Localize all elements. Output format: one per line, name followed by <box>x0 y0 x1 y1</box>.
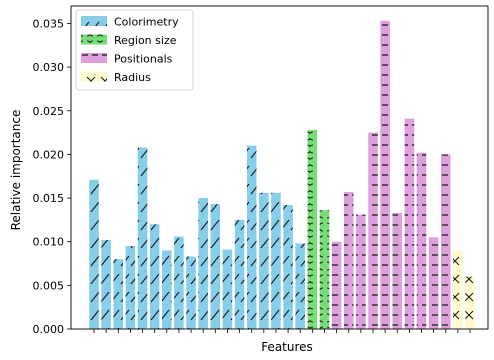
bars-layer <box>89 20 475 329</box>
legend: Colorimetry Region size Positionals Radius <box>75 9 194 91</box>
x-ticks-layer <box>93 329 471 333</box>
bar-radius-2 <box>465 276 475 329</box>
bar-positionals-9 <box>428 237 439 329</box>
bar-colorimetry-3 <box>113 259 124 329</box>
bar-positionals-6 <box>392 212 402 329</box>
y-tick-label-5: 0.025 <box>33 105 65 118</box>
bar-colorimetry-14 <box>246 145 257 329</box>
bar-colorimetry-8 <box>174 236 184 329</box>
bar-region-size-1 <box>307 129 318 329</box>
bar-positionals-2 <box>343 191 354 329</box>
y-tick-label-7: 0.035 <box>33 17 65 30</box>
y-tick-label-1: 0.005 <box>33 279 65 292</box>
bar-colorimetry-16 <box>271 192 281 329</box>
bar-colorimetry-9 <box>186 256 196 329</box>
bar-colorimetry-11 <box>210 204 221 329</box>
y-ticks-layer: 0.000 0.005 0.010 0.015 0.020 0.025 0.030 0.035 <box>33 17 71 336</box>
bar-positionals-3 <box>356 214 366 329</box>
bar-colorimetry-13 <box>234 219 245 329</box>
legend-label: Colorimetry <box>114 16 179 29</box>
legend-label: Region size <box>114 34 177 47</box>
legend-label: Positionals <box>114 53 173 66</box>
bar-colorimetry-15 <box>259 192 269 329</box>
bar-colorimetry-18 <box>295 243 305 329</box>
axes-layer <box>70 5 489 330</box>
legend-box <box>75 9 194 91</box>
bar-colorimetry-17 <box>283 205 293 329</box>
bar-positionals-5 <box>380 20 390 329</box>
bar-colorimetry-5 <box>137 147 148 329</box>
x-axis-label: Features <box>261 340 313 354</box>
y-tick-label-6: 0.030 <box>33 61 65 74</box>
legend-entry-radius: Radius <box>81 71 151 84</box>
bar-radius-1 <box>453 250 463 329</box>
y-tick-label-0: 0.000 <box>33 323 65 336</box>
legend-entry-positionals: Positionals <box>81 53 173 66</box>
y-tick-label-3: 0.015 <box>33 192 65 205</box>
bar-colorimetry-12 <box>222 249 233 329</box>
bar-positionals-8 <box>416 152 427 329</box>
bar-colorimetry-10 <box>198 198 208 329</box>
legend-entry-colorimetry: Colorimetry <box>81 16 179 29</box>
y-tick-label-4: 0.020 <box>33 148 65 161</box>
bar-positionals-10 <box>441 154 451 329</box>
bar-positionals-1 <box>331 241 342 329</box>
bar-colorimetry-6 <box>149 224 160 329</box>
legend-entry-region-size: Region size <box>81 34 177 47</box>
plot-frame <box>70 5 489 330</box>
y-axis-label: Relative importance <box>9 110 23 231</box>
legend-label: Radius <box>114 71 151 84</box>
bar-colorimetry-1 <box>89 179 99 329</box>
bar-positionals-4 <box>368 132 378 329</box>
bar-positionals-7 <box>404 118 415 329</box>
bar-colorimetry-2 <box>101 239 111 329</box>
bar-colorimetry-7 <box>162 250 172 329</box>
bar-region-size-2 <box>319 210 330 329</box>
bar-colorimetry-4 <box>125 246 136 329</box>
y-tick-label-2: 0.010 <box>33 236 65 249</box>
